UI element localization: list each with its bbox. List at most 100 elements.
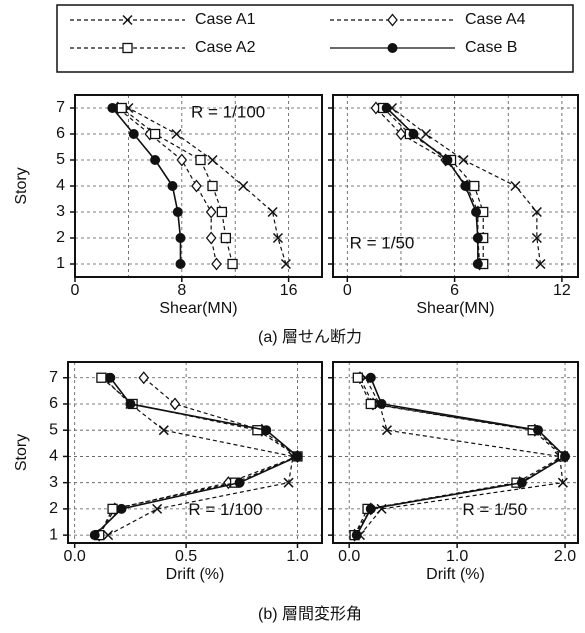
marker-diamond (205, 231, 217, 245)
series (351, 372, 571, 541)
marker-circle (533, 425, 544, 436)
y-tick-label: 6 (49, 395, 58, 412)
annotation: R = 1/100 (188, 500, 262, 519)
marker-circle (167, 181, 178, 191)
x-tick-label: 6 (450, 282, 459, 299)
series (381, 103, 483, 269)
x-axis-label: Shear(MN) (159, 300, 237, 317)
marker-x (207, 154, 218, 166)
marker-diamond (176, 153, 188, 167)
marker-x (280, 258, 291, 270)
marker-square (227, 258, 238, 270)
y-tick-label: 7 (49, 369, 58, 386)
marker-circle (365, 503, 376, 514)
panel: 0.0 1.0 2.0 Drift (%) R = 1/50 (328, 361, 579, 583)
marker-x (283, 477, 294, 488)
marker-square (96, 372, 107, 383)
marker-circle (408, 129, 419, 139)
marker-diamond (205, 205, 217, 219)
marker-circle (89, 530, 100, 541)
annotation: R = 1/100 (191, 103, 265, 122)
series (116, 102, 238, 270)
marker-square (252, 425, 263, 436)
caption: (b) 層間変形角 (258, 605, 362, 623)
marker-circle (472, 259, 483, 269)
marker-circle (381, 103, 392, 113)
plot-frame (332, 361, 579, 544)
y-tick-label: 2 (56, 229, 65, 246)
marker-circle (471, 207, 482, 217)
marker-circle (460, 181, 471, 191)
marker-x (510, 180, 521, 192)
y-tick-label: 1 (56, 255, 65, 272)
marker-circle (150, 155, 161, 165)
marker-circle (442, 155, 453, 165)
marker-circle (261, 425, 272, 436)
legend-label: Case A2 (195, 39, 256, 56)
legend-label: Case A1 (195, 11, 256, 28)
marker-diamond (191, 179, 202, 193)
x-tick-label: 0.0 (338, 548, 360, 565)
marker-square (220, 232, 232, 244)
marker-circle (172, 207, 183, 217)
x-tick-label: 16 (280, 282, 298, 299)
marker-x (381, 425, 392, 436)
x-tick-label: 0.0 (64, 548, 86, 565)
y-tick-label: 4 (56, 177, 65, 194)
marker-diamond (387, 13, 398, 27)
x-tick-label: 12 (553, 282, 571, 299)
legend-box (56, 4, 574, 73)
marker-x (122, 14, 133, 26)
marker-x (152, 503, 163, 514)
marker-circle (107, 103, 118, 113)
marker-square (365, 398, 376, 410)
legend-label: Case A4 (465, 11, 526, 28)
series (107, 103, 186, 269)
panel: 0 6 12 Shear(MN) R = 1/50 (328, 94, 579, 317)
marker-diamond (169, 397, 181, 411)
legend-label: Case B (465, 39, 517, 56)
marker-circle (175, 233, 186, 243)
marker-circle (351, 530, 362, 541)
marker-diamond (211, 257, 222, 271)
x-tick-label: 8 (177, 282, 186, 299)
marker-x (171, 128, 182, 140)
y-tick-label: 6 (56, 125, 65, 142)
marker-x (272, 232, 283, 244)
y-tick-label: 5 (49, 421, 58, 438)
x-tick-label: 1.0 (286, 548, 308, 565)
marker-circle (387, 43, 398, 53)
panel: 1 2 3 4 5 6 7 0 8 16 Shear(MN) Story R = 1/100 (13, 94, 323, 317)
marker-square (116, 102, 127, 114)
marker-x (420, 128, 432, 140)
y-tick-label: 3 (49, 474, 58, 491)
marker-circle (472, 233, 483, 243)
marker-x (531, 206, 542, 218)
marker-circle (376, 398, 387, 409)
series (112, 101, 222, 271)
marker-square (216, 206, 228, 218)
marker-circle (175, 259, 186, 269)
marker-x (158, 425, 169, 436)
series (123, 102, 291, 270)
marker-x (103, 530, 114, 541)
marker-circle (116, 503, 127, 514)
annotation: R = 1/50 (462, 500, 527, 519)
marker-circle (125, 398, 136, 409)
x-tick-label: 1.0 (446, 548, 468, 565)
x-axis-label: Drift (%) (166, 566, 225, 583)
series (386, 102, 546, 270)
marker-square (195, 154, 206, 166)
marker-circle (560, 451, 571, 462)
marker-circle (365, 372, 376, 383)
marker-square (469, 180, 480, 192)
marker-x (535, 258, 546, 270)
y-tick-label: 5 (56, 151, 65, 168)
caption: (a) 層せん断力 (258, 328, 362, 346)
x-tick-label: 2.0 (554, 548, 576, 565)
marker-diamond (395, 127, 407, 141)
marker-circle (234, 477, 245, 488)
x-tick-label: 0 (71, 282, 80, 299)
marker-x (267, 206, 278, 218)
marker-circle (292, 451, 303, 462)
